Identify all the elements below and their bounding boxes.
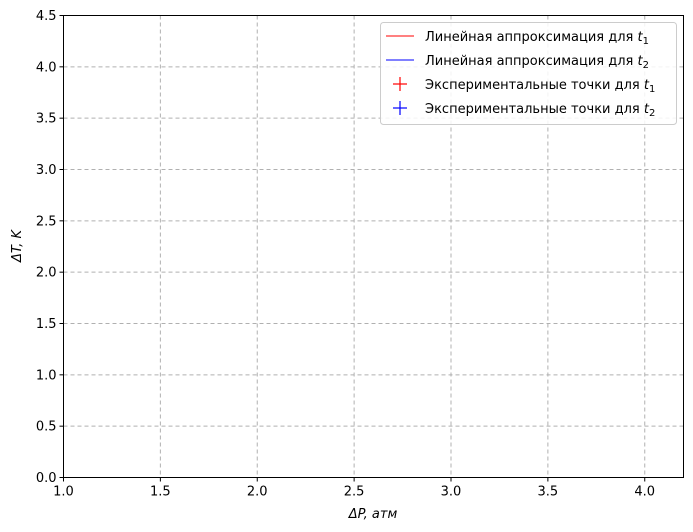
y-axis-label: ΔT, K	[10, 228, 25, 263]
x-tick-label: 1.5	[150, 485, 171, 500]
x-tick-label: 1.0	[53, 485, 74, 500]
x-axis: 1.0 1.5 2.0 2.5 3.0 3.5 4.0	[53, 477, 655, 500]
x-axis-label: ΔP, атм	[348, 507, 398, 522]
y-tick-label: 3.0	[36, 163, 57, 178]
plot-area-frame	[63, 15, 684, 478]
legend-item: Линейная аппроксимация для t2	[386, 54, 649, 71]
legend-box	[380, 22, 677, 125]
legend-label: Линейная аппроксимация для t1	[425, 30, 649, 47]
legend-item: Экспериментальные точки для t2	[393, 101, 655, 119]
legend-label: Экспериментальные точки для t1	[425, 78, 655, 95]
legend-marker-swatch	[393, 101, 407, 115]
y-tick-label: 0.0	[36, 471, 57, 486]
legend-label: Экспериментальные точки для t2	[425, 102, 655, 119]
y-tick-label: 4.5	[36, 9, 57, 24]
y-axis: 0.0 0.5 1.0 1.5 2.0 2.5 3.0 3.5 4.0 4.5	[36, 9, 64, 486]
legend-label: Линейная аппроксимация для t2	[425, 54, 649, 71]
x-tick-label: 4.0	[634, 485, 655, 500]
y-tick-label: 2.0	[36, 266, 57, 281]
legend-item: Линейная аппроксимация для t1	[386, 30, 649, 47]
x-tick-label: 3.5	[538, 485, 559, 500]
y-tick-label: 2.5	[36, 214, 57, 229]
legend-marker-swatch	[393, 77, 407, 91]
y-tick-label: 0.5	[36, 420, 57, 435]
y-tick-label: 1.5	[36, 317, 57, 332]
x-tick-label: 2.0	[247, 485, 268, 500]
y-tick-label: 3.5	[36, 112, 57, 127]
x-tick-label: 2.5	[344, 485, 365, 500]
x-tick-label: 3.0	[441, 485, 462, 500]
y-tick-label: 1.0	[36, 368, 57, 383]
y-tick-label: 4.0	[36, 60, 57, 75]
legend-item: Экспериментальные точки для t1	[393, 77, 655, 95]
legend: Линейная аппроксимация для t1 Линейная ап…	[380, 22, 677, 125]
